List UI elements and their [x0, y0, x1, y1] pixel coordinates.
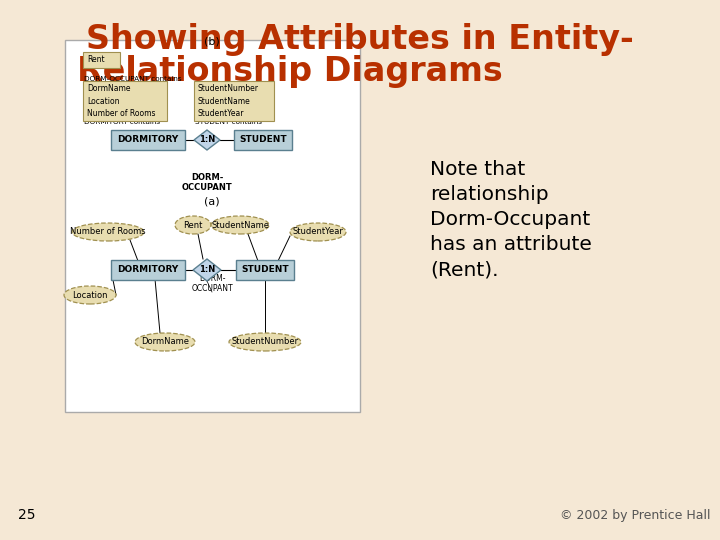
Text: DORM-
OCCUPANT: DORM- OCCUPANT [192, 274, 233, 293]
Text: Number of Rooms: Number of Rooms [87, 109, 156, 118]
Text: STUDENT contains: STUDENT contains [195, 119, 262, 125]
FancyBboxPatch shape [111, 260, 185, 280]
Text: StudentNumber: StudentNumber [198, 84, 259, 93]
Ellipse shape [64, 286, 116, 304]
FancyBboxPatch shape [111, 130, 185, 150]
Text: StudentNumber: StudentNumber [231, 338, 299, 347]
Text: Relationship Diagrams: Relationship Diagrams [77, 56, 503, 89]
Text: 1:N: 1:N [199, 266, 215, 274]
FancyBboxPatch shape [234, 130, 292, 150]
Text: Showing Attributes in Entity-: Showing Attributes in Entity- [86, 24, 634, 57]
Text: STUDENT: STUDENT [241, 266, 289, 274]
Ellipse shape [290, 223, 346, 241]
Text: StudentName: StudentName [211, 220, 269, 230]
Text: DormName: DormName [87, 84, 130, 93]
FancyBboxPatch shape [194, 81, 274, 121]
Text: DORMITORY: DORMITORY [117, 266, 179, 274]
Text: DORM-OCCUPANT contains: DORM-OCCUPANT contains [84, 76, 181, 82]
Text: Rent: Rent [184, 220, 203, 230]
Polygon shape [193, 259, 221, 281]
Text: StudentName: StudentName [198, 97, 251, 105]
Text: DORMITORY: DORMITORY [117, 136, 179, 145]
Text: Location: Location [72, 291, 108, 300]
Text: DormName: DormName [141, 338, 189, 347]
Text: Rent: Rent [87, 56, 104, 64]
Text: DORMITORY contains: DORMITORY contains [84, 119, 160, 125]
Text: DORM-
OCCUPANT: DORM- OCCUPANT [181, 173, 233, 192]
Text: StudentYear: StudentYear [292, 227, 343, 237]
Text: STUDENT: STUDENT [239, 136, 287, 145]
Text: 1:N: 1:N [199, 136, 215, 145]
Ellipse shape [229, 333, 301, 351]
Ellipse shape [175, 216, 211, 234]
Text: Note that
relationship
Dorm-Occupant
has an attribute
(Rent).: Note that relationship Dorm-Occupant has… [430, 160, 592, 279]
Text: (a): (a) [204, 197, 220, 207]
FancyBboxPatch shape [236, 260, 294, 280]
Text: Number of Rooms: Number of Rooms [70, 227, 146, 237]
Text: © 2002 by Prentice Hall: © 2002 by Prentice Hall [559, 509, 710, 522]
Polygon shape [194, 130, 220, 150]
Ellipse shape [135, 333, 195, 351]
FancyBboxPatch shape [83, 52, 120, 68]
Text: Location: Location [87, 97, 120, 105]
Text: StudentYear: StudentYear [198, 109, 245, 118]
FancyBboxPatch shape [83, 81, 167, 121]
FancyBboxPatch shape [65, 40, 360, 412]
Text: 25: 25 [18, 508, 35, 522]
Ellipse shape [211, 216, 269, 234]
Ellipse shape [72, 223, 144, 241]
Text: (b): (b) [204, 37, 220, 47]
